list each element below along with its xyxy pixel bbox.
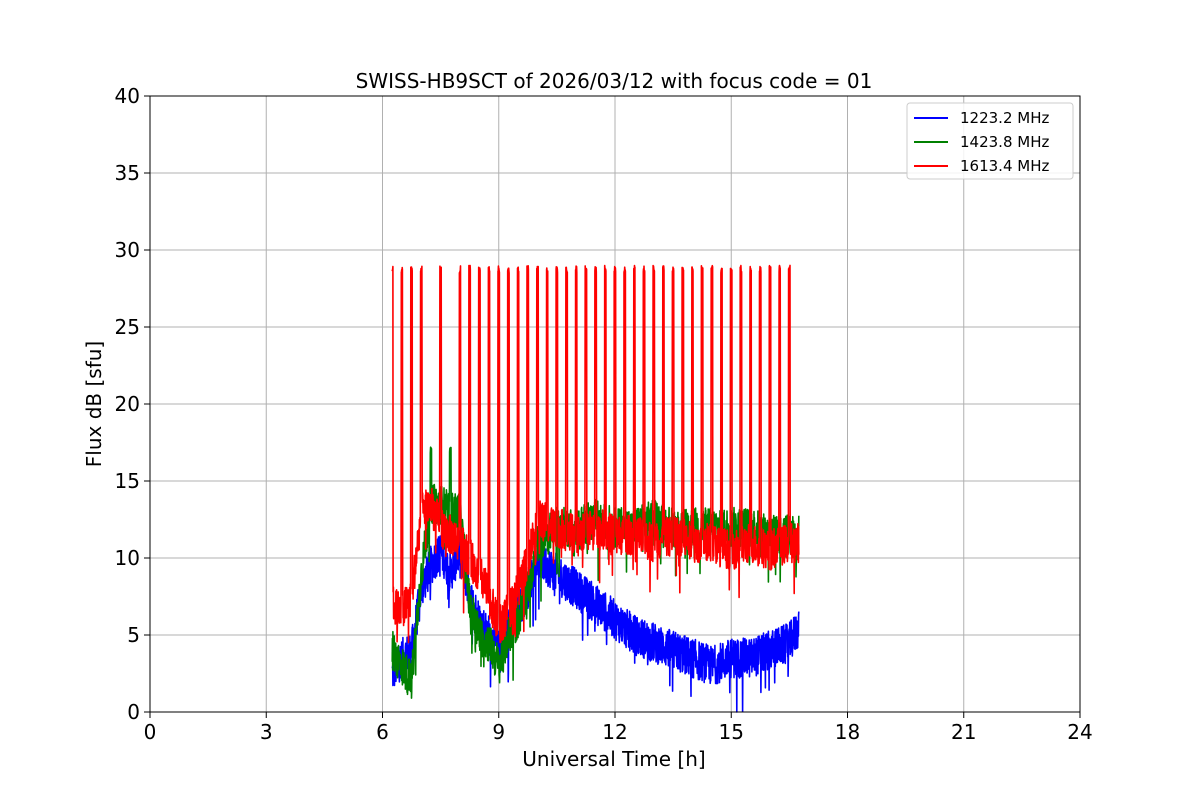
x-tick-label: 6 bbox=[376, 720, 389, 744]
series-line-0 bbox=[391, 530, 800, 713]
x-tick-label: 3 bbox=[260, 720, 273, 744]
x-tick-label: 12 bbox=[602, 720, 627, 744]
y-tick-label: 25 bbox=[115, 315, 140, 339]
y-axis-label: Flux dB [sfu] bbox=[82, 341, 106, 467]
x-tick-label: 0 bbox=[144, 720, 157, 744]
x-tick-label: 9 bbox=[492, 720, 505, 744]
legend-box bbox=[906, 102, 1074, 180]
x-tick-label: 15 bbox=[719, 720, 744, 744]
x-tick-label: 21 bbox=[951, 720, 976, 744]
legend-label: 1423.8 MHz bbox=[960, 133, 1049, 151]
x-tick-label: 24 bbox=[1067, 720, 1092, 744]
series-layer bbox=[391, 264, 800, 713]
y-tick-label: 5 bbox=[127, 623, 140, 647]
legend-label: 1613.4 MHz bbox=[960, 157, 1049, 175]
series-line-2 bbox=[391, 264, 800, 644]
y-tick-label: 40 bbox=[115, 84, 140, 108]
legend: 1223.2 MHz 1423.8 MHz 1613.4 MHz bbox=[906, 102, 1074, 180]
y-tick-label: 15 bbox=[115, 469, 140, 493]
x-tick-label: 18 bbox=[835, 720, 860, 744]
x-axis-label: Universal Time [h] bbox=[522, 747, 705, 771]
y-tick-label: 0 bbox=[127, 700, 140, 724]
y-tick-label: 10 bbox=[115, 546, 140, 570]
y-tick-label: 30 bbox=[115, 238, 140, 262]
y-tick-label: 35 bbox=[115, 161, 140, 185]
legend-label: 1223.2 MHz bbox=[960, 109, 1049, 127]
chart-title: SWISS-HB9SCT of 2026/03/12 with focus co… bbox=[356, 69, 873, 93]
ticks: 0 3 6 9 12 15 18 21 24 0 5 10 15 20 25 30 35 40 bbox=[115, 84, 1093, 744]
y-tick-label: 20 bbox=[115, 392, 140, 416]
